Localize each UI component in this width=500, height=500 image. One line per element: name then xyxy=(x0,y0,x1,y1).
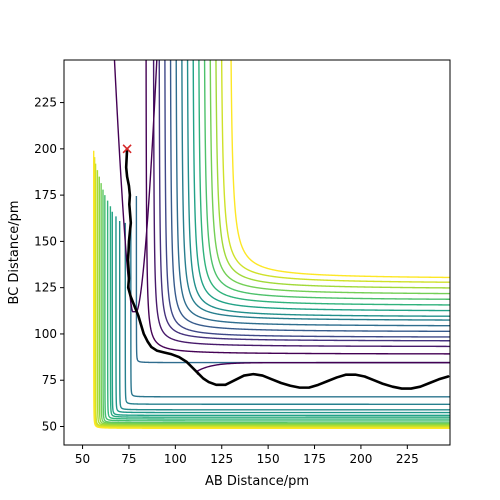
inner-contours xyxy=(113,60,450,375)
start-marker xyxy=(122,144,132,154)
x-axis-label: AB Distance/pm xyxy=(205,474,309,489)
y-tick-label: 225 xyxy=(34,96,57,110)
contour-line-inner xyxy=(175,60,450,327)
trajectory-line xyxy=(124,147,450,390)
y-tick-label: 100 xyxy=(34,327,57,341)
x-tick-label: 150 xyxy=(257,452,280,466)
x-tick-label: 100 xyxy=(164,452,187,466)
y-tick-label: 175 xyxy=(34,188,57,202)
contour-line-inner xyxy=(145,60,450,355)
contour-line-inner xyxy=(203,60,450,300)
x-tick-label: 50 xyxy=(75,452,90,466)
contour-line-outer xyxy=(93,157,450,429)
contour-line-outer xyxy=(106,200,450,420)
x-axis: 50 75 100 125 150 175 200 225 xyxy=(75,445,419,466)
contour-line-inner xyxy=(181,60,450,321)
contour-line-channel xyxy=(196,361,450,375)
contour-line-outer xyxy=(98,176,450,426)
contour-line-outer xyxy=(94,163,450,428)
contour-line-outer xyxy=(111,211,450,417)
y-tick-label: 50 xyxy=(42,419,57,433)
contour-line-inner xyxy=(186,60,450,317)
contour-line-inner xyxy=(152,60,450,348)
contour-line-outer xyxy=(109,206,450,418)
y-axis-label: BC Distance/pm xyxy=(7,200,22,304)
y-tick-label: 125 xyxy=(34,281,57,295)
y-axis: 50 75 100 125 150 175 200 225 xyxy=(34,96,64,433)
contour-line-outer xyxy=(100,183,450,425)
x-tick-label: 175 xyxy=(303,452,326,466)
contour-line-inner xyxy=(230,60,450,279)
contour-line-inner xyxy=(164,60,450,338)
x-tick-label: 200 xyxy=(349,452,372,466)
contour-line-valley xyxy=(113,60,158,313)
contour-line-outer xyxy=(93,150,450,430)
marker-layer xyxy=(122,144,132,154)
contour-line-inner xyxy=(158,60,450,342)
contour-line-outer xyxy=(102,189,450,424)
contour-line-inner xyxy=(198,60,450,306)
contour-line-outer xyxy=(130,222,450,398)
trajectory-layer xyxy=(124,147,450,390)
y-tick-label: 75 xyxy=(42,373,57,387)
y-tick-label: 150 xyxy=(34,234,57,248)
plot-frame xyxy=(63,59,451,446)
y-tick-label: 200 xyxy=(34,142,57,156)
contour-line-inner xyxy=(192,60,450,312)
x-tick-label: 75 xyxy=(121,452,136,466)
contour-line-inner xyxy=(169,60,450,333)
x-tick-label: 225 xyxy=(396,452,419,466)
contour-line-outer xyxy=(96,170,450,427)
outer-contours xyxy=(93,150,450,430)
contour-line-outer xyxy=(118,221,450,411)
contour-line-inner xyxy=(215,60,450,289)
contour-line-outer xyxy=(115,216,450,414)
contour-line-inner xyxy=(220,60,450,283)
contour-line-inner xyxy=(209,60,450,295)
x-tick-label: 125 xyxy=(210,452,233,466)
contour-line-outer xyxy=(104,195,450,422)
contour-line-outer xyxy=(124,222,450,405)
